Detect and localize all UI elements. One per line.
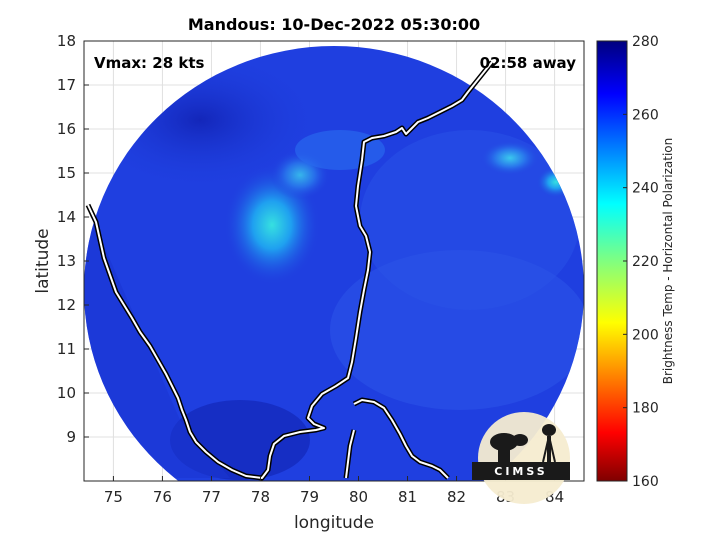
x-tick-label: 79: [300, 488, 319, 506]
chart-title: Mandous: 10-Dec-2022 05:30:00: [188, 15, 480, 34]
y-tick-label: 11: [57, 340, 76, 358]
logo-text: CIMSS: [494, 465, 547, 478]
colorbar: [596, 40, 628, 482]
colorbar-tick-label: 160: [632, 474, 659, 490]
y-tick-label: 12: [57, 296, 76, 314]
radar-dish-icon: [490, 433, 528, 462]
colorbar-tick-label: 180: [632, 401, 659, 417]
colorbar-label: Brightness Temp - Horizontal Polarizatio…: [661, 138, 675, 385]
y-axis-label: latitude: [33, 228, 53, 293]
y-tick-label: 16: [57, 120, 76, 138]
y-axis-ticks: 9 10 11 12 13 14 15 16 17 18: [57, 32, 89, 446]
coastlines: [85, 60, 494, 481]
time-away-annotation: 02:58 away: [480, 54, 577, 72]
x-tick-label: 75: [104, 488, 123, 506]
colorbar-ticks: 160 180 200 220 240 260 280: [623, 34, 659, 490]
colorbar-tick-label: 260: [632, 107, 659, 123]
y-tick-label: 9: [66, 428, 76, 446]
x-tick-label: 81: [398, 488, 417, 506]
y-tick-label: 18: [57, 32, 76, 50]
water-tower-icon: [542, 424, 556, 463]
colorbar-tick-label: 220: [632, 254, 659, 270]
x-tick-label: 76: [153, 488, 172, 506]
y-tick-label: 10: [57, 384, 76, 402]
x-axis-label: longitude: [294, 513, 374, 533]
colorbar-tick-label: 240: [632, 181, 659, 197]
y-tick-label: 15: [57, 164, 76, 182]
colorbar-tick-label: 200: [632, 327, 659, 343]
x-tick-label: 80: [349, 488, 368, 506]
y-tick-label: 14: [57, 208, 76, 226]
x-tick-label: 78: [251, 488, 270, 506]
colorbar-tick-label: 280: [632, 34, 659, 50]
vmax-annotation: Vmax: 28 kts: [94, 54, 204, 72]
y-tick-label: 17: [57, 76, 76, 94]
y-tick-label: 13: [57, 252, 76, 270]
x-tick-label: 77: [202, 488, 221, 506]
cimss-logo: CIMSS: [472, 412, 570, 504]
x-tick-label: 82: [447, 488, 466, 506]
